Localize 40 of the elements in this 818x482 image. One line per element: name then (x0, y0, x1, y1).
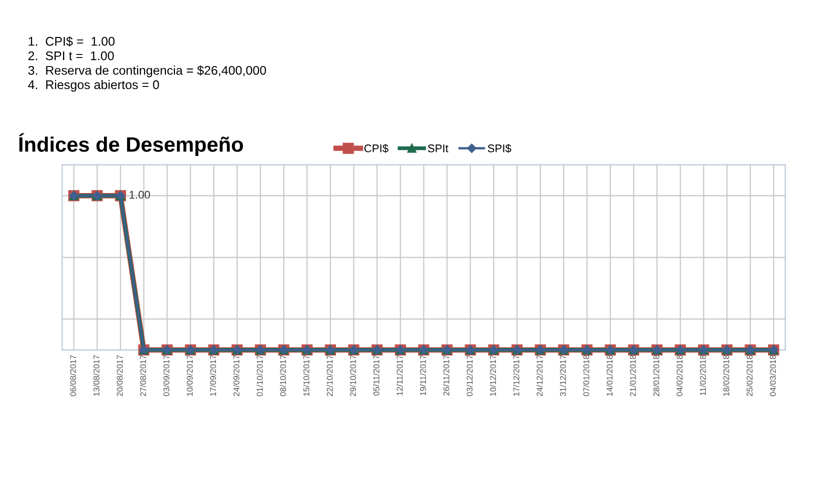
x-tick-label: 08/10/2017 (280, 355, 286, 396)
x-tick-label: 14/01/2018 (606, 355, 613, 396)
x-tick-label: 24/12/2017 (536, 355, 543, 396)
chart-title: Índices de Desempeño (19, 133, 243, 156)
x-tick-label: 31/12/2017 (560, 355, 566, 396)
x-tick-label: 20/08/2017 (116, 355, 123, 396)
x-tick-label: 10/12/2017 (490, 355, 496, 396)
text: 2. SPI t = 1.00 (28, 51, 114, 60)
legend-label: CPI$ (364, 144, 388, 153)
x-tick-label: 12/11/2017 (396, 355, 403, 396)
x-tick-label: 19/11/2017 (420, 355, 426, 396)
x-tick-label: 29/10/2017 (350, 355, 356, 396)
x-tick-label: 03/09/2017 (163, 355, 170, 396)
x-tick-label: 06/08/2017 (70, 355, 76, 396)
text: 3. Reserva de contingencia = $26,400,000 (28, 65, 266, 78)
x-tick-label: 04/03/2018 (770, 355, 776, 396)
x-tick-label: 22/10/2017 (326, 355, 333, 396)
x-tick-label: 17/09/2017 (210, 355, 216, 396)
data-label: 1.00 (130, 190, 150, 199)
x-tick-label: 11/02/2018 (700, 355, 706, 396)
x-tick-label: 18/02/2018 (723, 355, 730, 396)
x-tick-label: 07/01/2018 (583, 355, 590, 396)
x-tick-label: 01/10/2017 (256, 355, 263, 396)
x-tick-label: 10/09/2017 (186, 355, 193, 396)
text: 4. Riesgos abiertos = 0 (28, 80, 159, 92)
x-tick-label: 21/01/2018 (630, 355, 636, 396)
x-tick-label: 05/11/2017 (373, 355, 380, 396)
legend-label: SPIt (428, 144, 448, 152)
x-tick-label: 04/02/2018 (676, 355, 683, 396)
x-tick-label: 26/11/2017 (443, 355, 450, 396)
x-tick-label: 03/12/2017 (466, 355, 473, 396)
x-tick-label: 27/08/2017 (140, 355, 146, 396)
legend-label: SPI$ (488, 144, 512, 153)
x-tick-label: 13/08/2017 (93, 355, 100, 396)
x-tick-label: 15/10/2017 (303, 355, 310, 396)
x-tick-label: 28/01/2018 (653, 355, 660, 396)
x-tick-label: 24/09/2017 (233, 355, 240, 396)
x-tick-label: 25/02/2018 (746, 355, 753, 396)
x-tick-label: 17/12/2017 (513, 355, 520, 396)
text: 1. CPI$ = 1.00 (28, 36, 115, 47)
